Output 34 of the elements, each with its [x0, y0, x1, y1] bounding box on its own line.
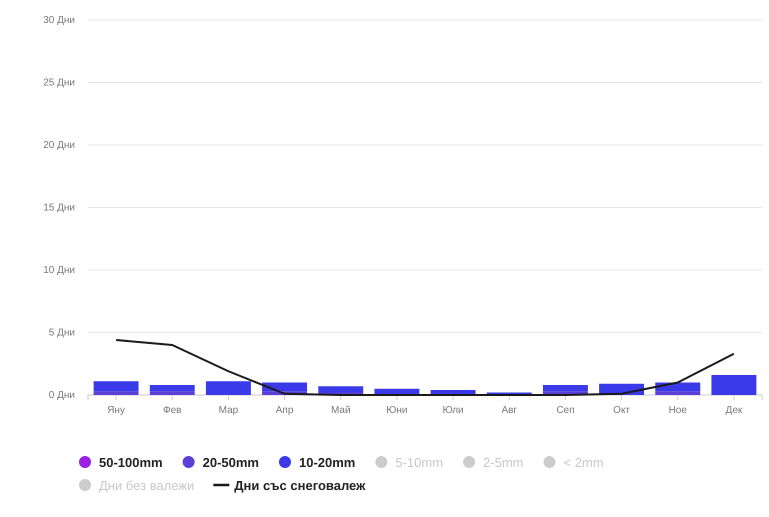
bar	[206, 381, 251, 395]
x-tick-label: Юли	[442, 405, 464, 416]
legend-label: 50-100mm	[99, 455, 163, 470]
legend-label: Дни със снеговалеж	[234, 478, 366, 493]
y-tick-label: 25 Дни	[43, 78, 75, 89]
y-tick-label: 5 Дни	[48, 328, 75, 339]
y-tick-label: 15 Дни	[43, 202, 75, 214]
y-tick-label: 20 Дни	[43, 140, 75, 152]
x-tick-label: Юни	[386, 405, 408, 416]
x-tick-label: Май	[330, 405, 351, 416]
x-tick-label: Окт	[613, 405, 630, 416]
y-tick-label: 0 Дни	[48, 390, 75, 402]
bar	[262, 382, 308, 392]
bar	[711, 375, 756, 395]
bar	[94, 381, 139, 392]
legend-label: 10-20mm	[298, 455, 356, 470]
x-tick-label: Авг	[501, 405, 518, 416]
bar	[150, 385, 195, 392]
bar	[655, 391, 700, 395]
legend-label: 20-50mm	[202, 455, 259, 470]
x-tick-label: Ное	[668, 405, 688, 416]
bar	[542, 385, 588, 392]
bar	[150, 391, 195, 395]
x-tick-label: Дек	[726, 405, 743, 416]
bar	[318, 386, 364, 392]
bar	[94, 391, 139, 395]
x-tick-label: Яну	[107, 405, 125, 416]
x-tick-label: Апр	[276, 405, 294, 416]
y-tick-label: 10 Дни	[43, 265, 75, 276]
x-tick-label: Сеп	[556, 405, 575, 416]
x-tick-label: Мар	[218, 405, 239, 416]
line-series	[115, 339, 735, 396]
y-tick-label: 30 Дни	[43, 15, 75, 26]
x-tick-label: Фев	[163, 405, 182, 416]
